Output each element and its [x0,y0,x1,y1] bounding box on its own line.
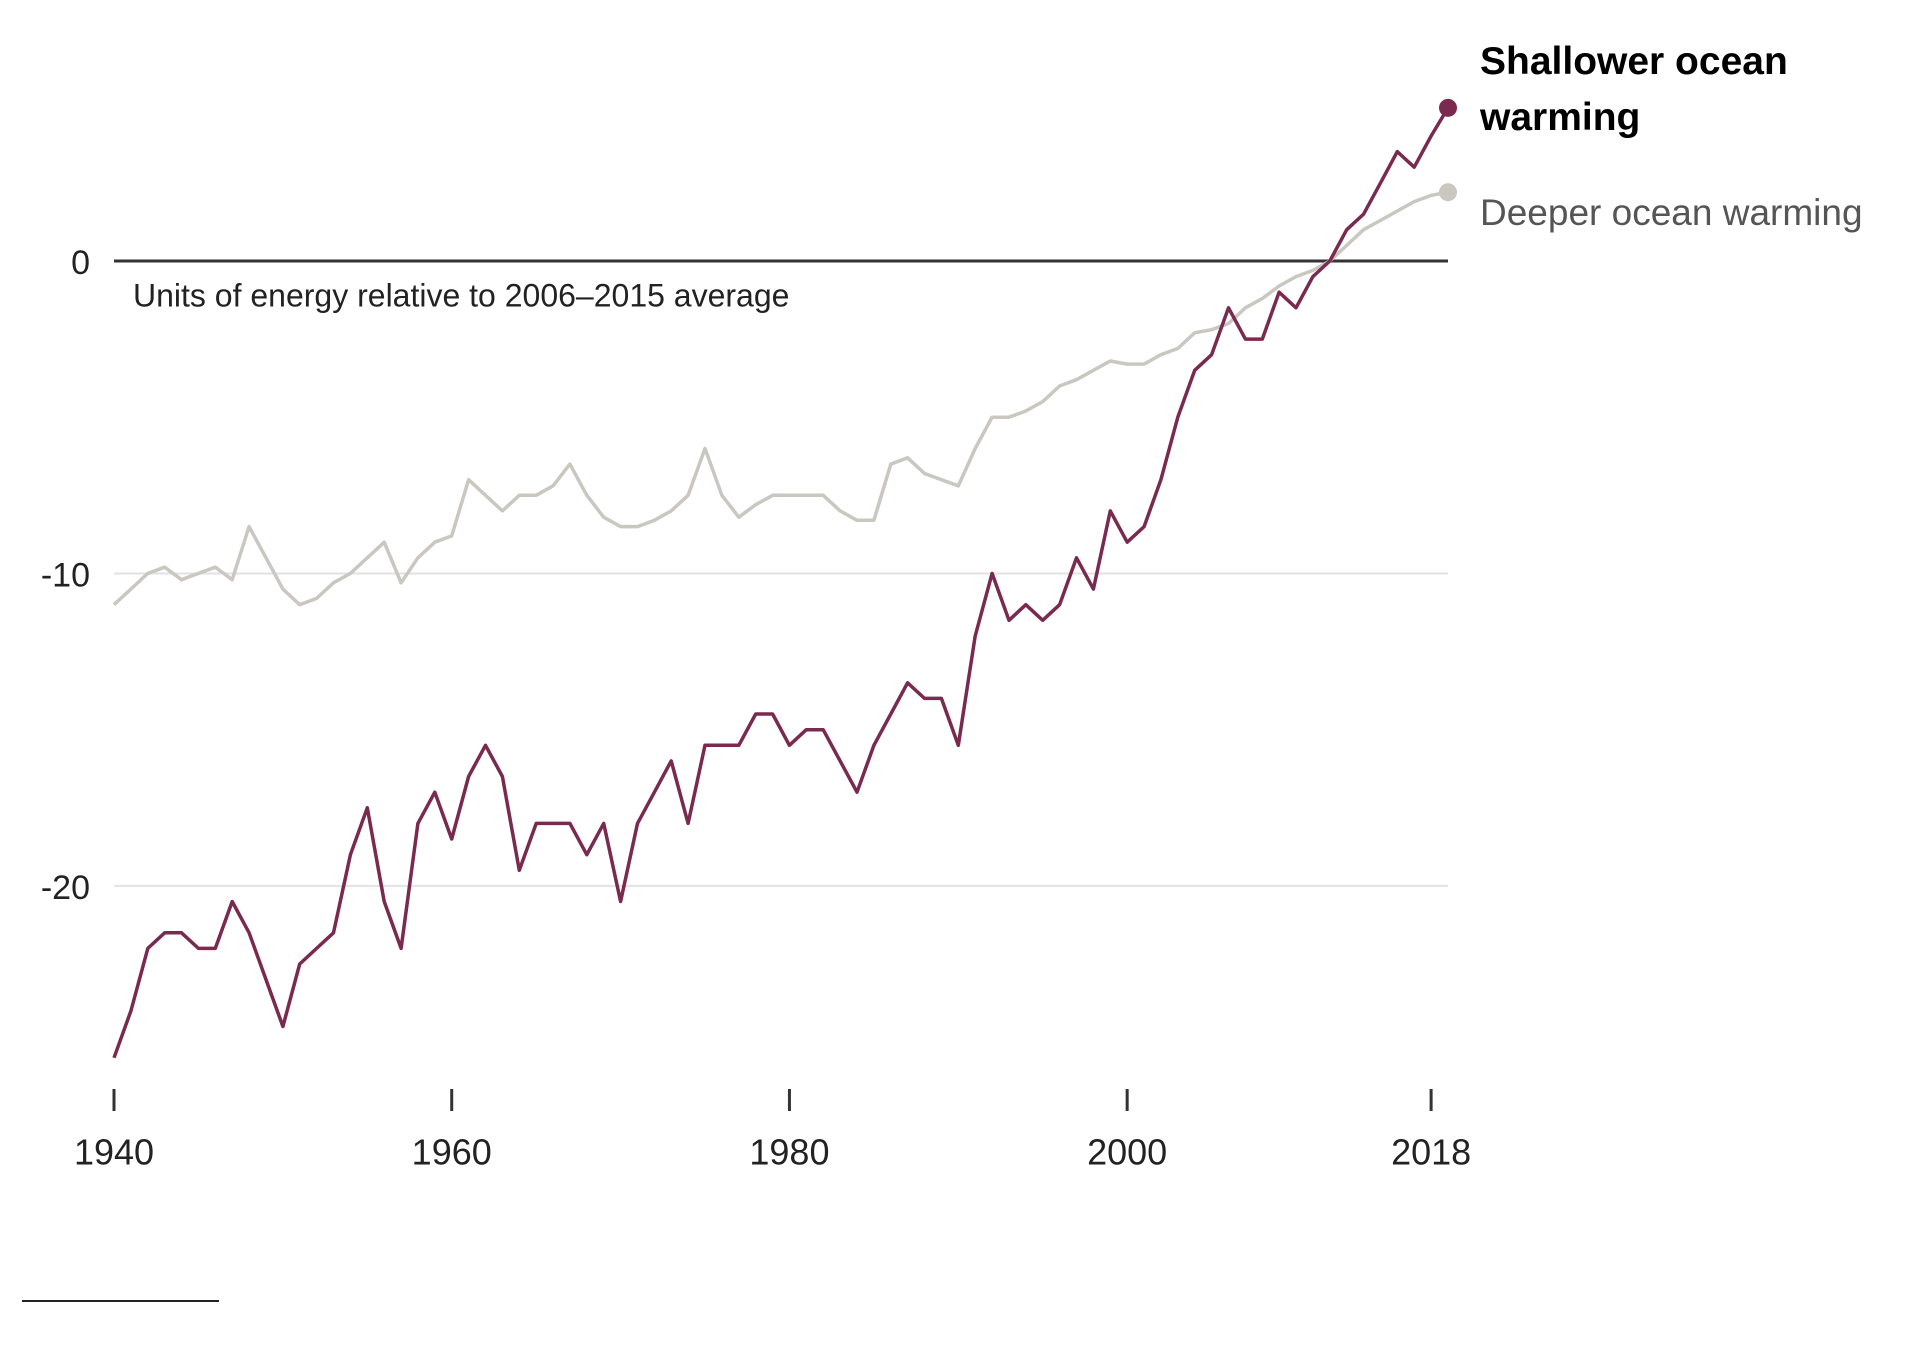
series-line [112,106,1450,1059]
end-dot [1439,183,1457,202]
y-tick-label: -20 [41,869,90,907]
legend-shallow: Shallower ocean warming [1480,40,1788,139]
x-tick-label: 1980 [749,1132,829,1173]
y-tick-label: -10 [41,556,90,594]
x-tick-label: 1960 [412,1132,492,1173]
y-tick-label: 0 [71,244,90,282]
x-tick-label: 2018 [1391,1132,1471,1173]
annotation: Units of energy relative to 2006–2015 av… [133,277,789,313]
legend-deep: Deeper ocean warming [1480,192,1863,233]
series-line [112,190,1449,607]
x-tick-label: 2000 [1087,1132,1167,1173]
x-tick-label: 1940 [74,1132,154,1173]
end-dot [1439,98,1457,117]
